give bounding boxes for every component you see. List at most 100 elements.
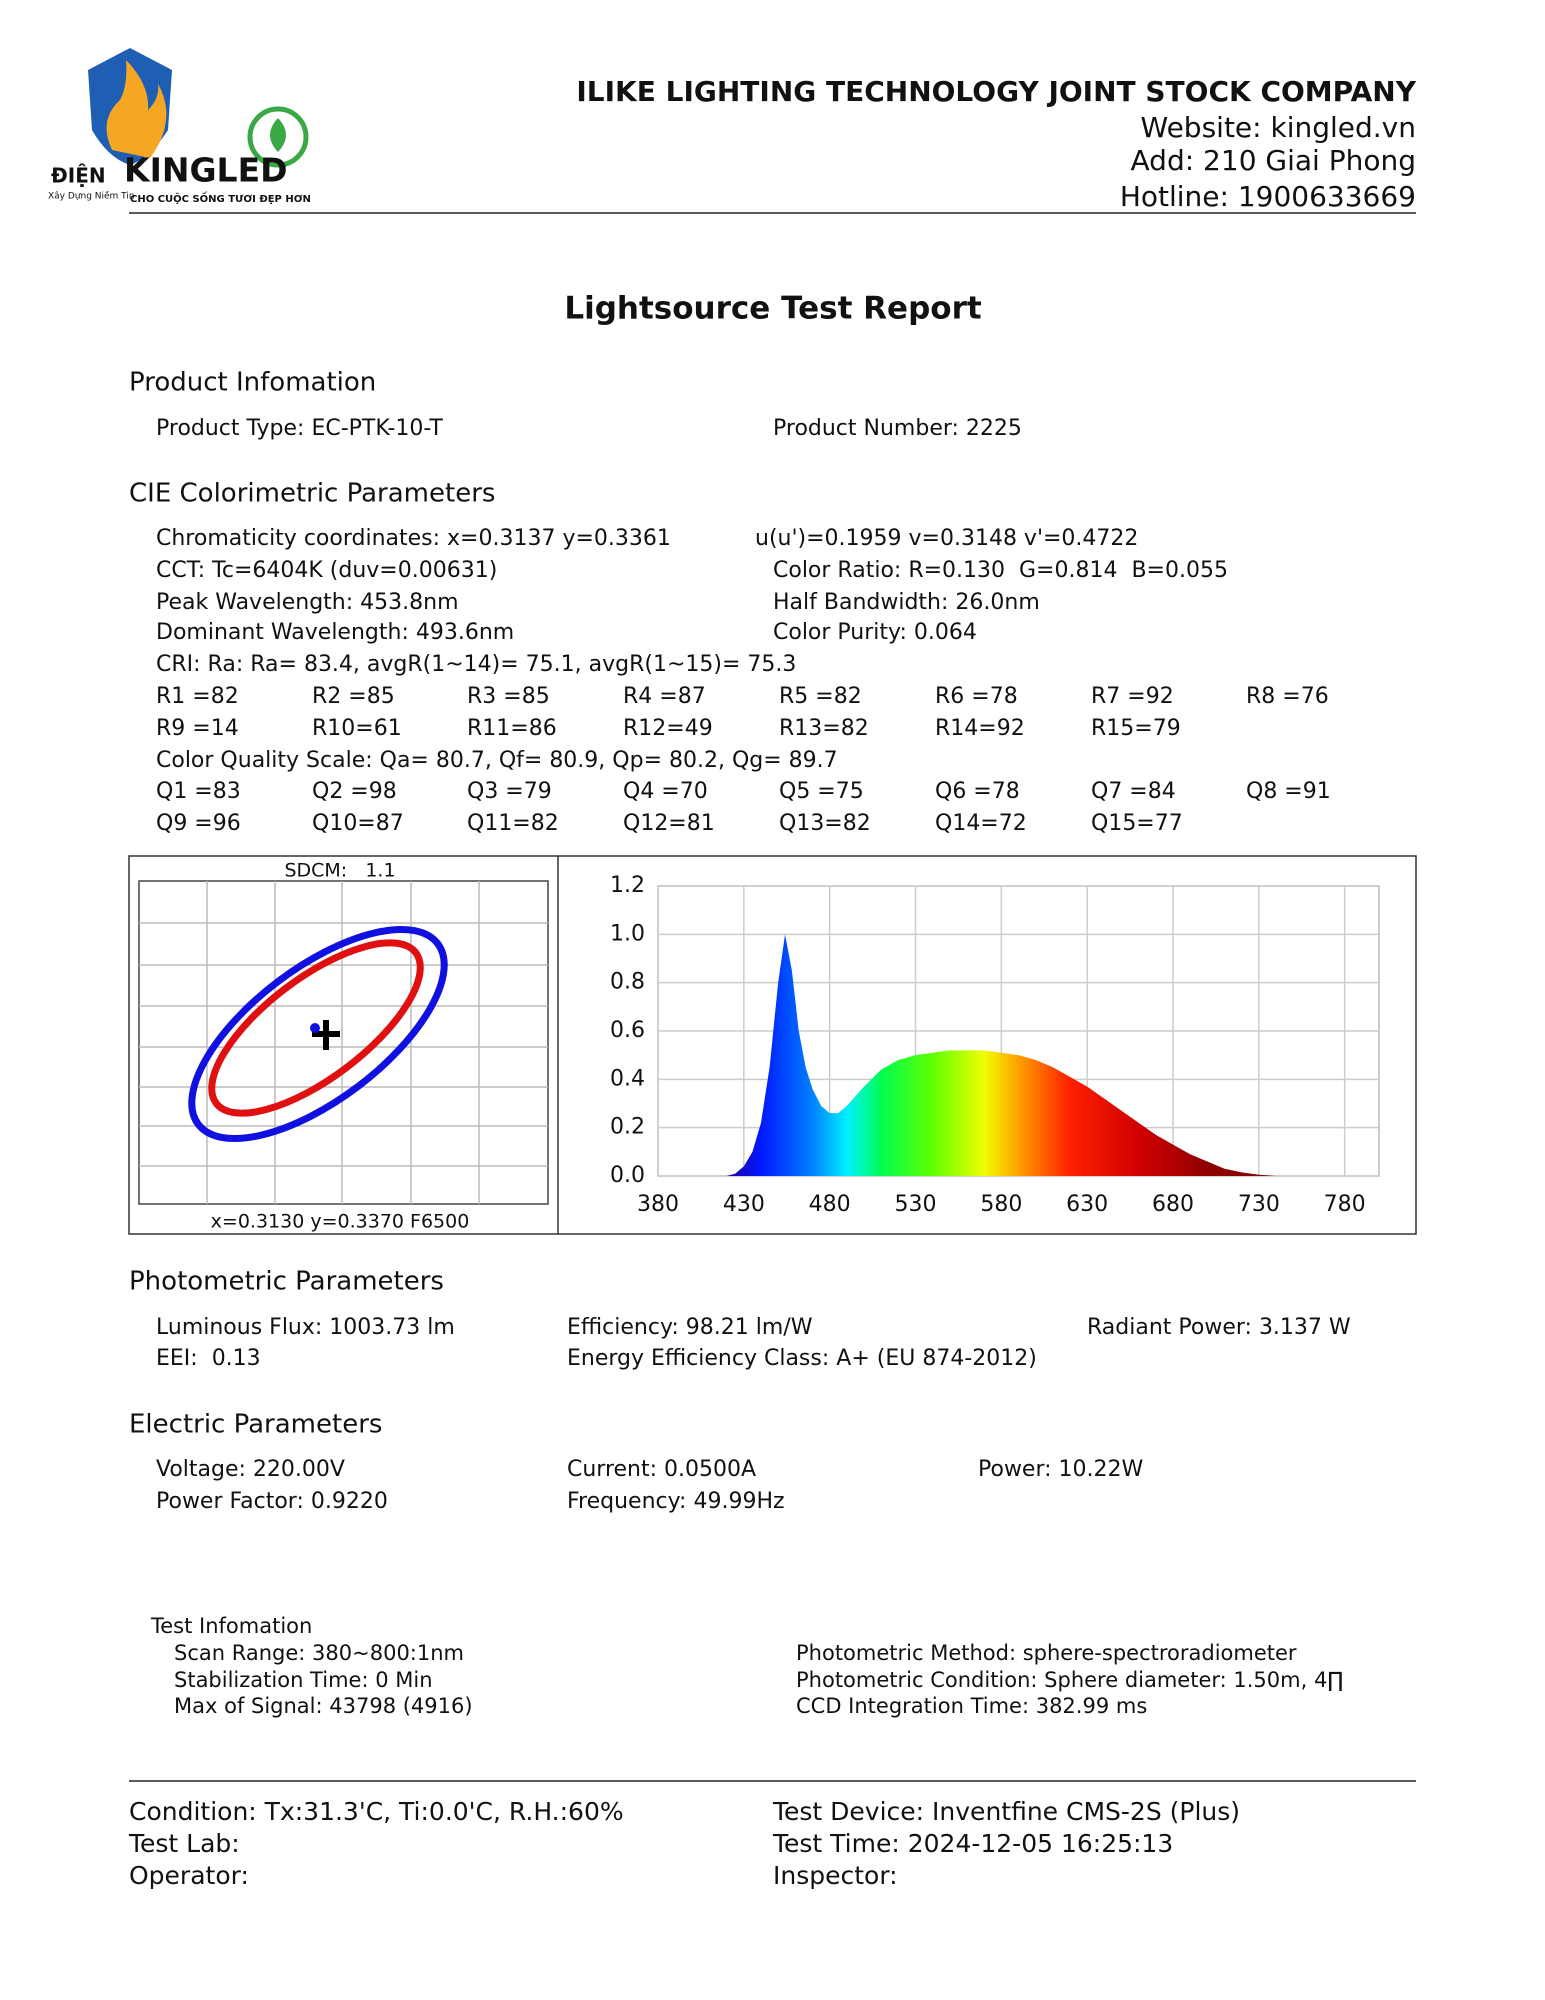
hotline: Hotline: 1900633669 [1120, 180, 1416, 213]
text: Product Number: 2225 [773, 416, 1022, 441]
y-tick-label: 0.2 [610, 1115, 645, 1140]
text: Test Time: 2024-12-05 16:25:13 [772, 1829, 1173, 1858]
x-tick-label: 430 [723, 1192, 765, 1217]
text: Test Lab: [128, 1829, 240, 1858]
logo-brand: KINGLED [124, 151, 288, 190]
cqs-value: Q2 =98 [312, 779, 397, 804]
diagram-label: SDCM: 1.1 [284, 860, 395, 882]
cqs-value: Q15=77 [1091, 811, 1183, 836]
cri-value: R12=49 [623, 716, 713, 741]
text: Frequency: 49.99Hz [567, 1489, 785, 1514]
cri-value: R4 =87 [623, 684, 706, 709]
cri-value: R3 =85 [467, 684, 550, 709]
cqs-value: Q12=81 [623, 811, 715, 836]
text: Test Device: Inventfine CMS-2S (Plus) [772, 1797, 1240, 1826]
text: Power: 10.22W [978, 1457, 1144, 1482]
text: u(u')=0.1959 v=0.3148 v'=0.4722 [755, 526, 1138, 551]
y-tick-label: 1.0 [610, 921, 645, 946]
logo-text: ĐIỆN [51, 164, 106, 188]
text: CCT: Tc=6404K (duv=0.00631) [156, 558, 497, 583]
x-tick-label: 480 [809, 1192, 851, 1217]
cqs-value: Q6 =78 [935, 779, 1020, 804]
cri-value: R11=86 [467, 716, 557, 741]
text: Scan Range: 380~800:1nm [174, 1641, 464, 1665]
text: Peak Wavelength: 453.8nm [156, 590, 459, 615]
cqs-value: Q13=82 [779, 811, 871, 836]
x-tick-label: 580 [980, 1192, 1022, 1217]
text: Dominant Wavelength: 493.6nm [156, 620, 514, 645]
cqs-value: Q9 =96 [156, 811, 241, 836]
company-name: ILIKE LIGHTING TECHNOLOGY JOINT STOCK CO… [576, 75, 1416, 108]
y-tick-label: 0.0 [610, 1163, 645, 1188]
text: Current: 0.0500A [567, 1457, 756, 1482]
text: Operator: [129, 1861, 249, 1890]
text: Color Ratio: R=0.130 G=0.814 B=0.055 [773, 558, 1228, 583]
text: Chromaticity coordinates: x=0.3137 y=0.3… [156, 526, 671, 551]
text: Max of Signal: 43798 (4916) [174, 1694, 473, 1718]
x-tick-label: 730 [1238, 1192, 1280, 1217]
section-heading: CIE Colorimetric Parameters [129, 479, 495, 509]
text: Photometric Method: sphere-spectroradiom… [796, 1641, 1297, 1665]
y-tick-label: 0.6 [610, 1018, 645, 1043]
x-tick-label: 780 [1324, 1192, 1366, 1217]
x-tick-label: 680 [1152, 1192, 1194, 1217]
logo-tagline: CHO CUỘC SỐNG TƯƠI ĐẸP HƠN [130, 190, 311, 205]
cqs-value: Q8 =91 [1246, 779, 1331, 804]
website: Website: kingled.vn [1141, 111, 1416, 144]
y-tick-label: 1.2 [610, 873, 645, 898]
cri-value: R15=79 [1091, 716, 1181, 741]
diagram-label: x=0.3130 y=0.3370 F6500 [211, 1211, 470, 1233]
text: Photometric Condition: Sphere diameter: … [796, 1668, 1343, 1692]
logo: ĐIỆN KINGLED Xây Dựng Niềm Tin CHO CUỘC … [48, 48, 311, 205]
cri-value: R1 =82 [156, 684, 239, 709]
x-tick-label: 380 [637, 1192, 679, 1217]
report-title: Lightsource Test Report [564, 291, 982, 327]
spectrum-area [726, 934, 1276, 1176]
cri-value: R9 =14 [156, 716, 239, 741]
address: Add: 210 Giai Phong [1131, 144, 1416, 177]
section-heading: Product Infomation [129, 368, 376, 398]
cri-value: R13=82 [779, 716, 869, 741]
chart-frame [128, 855, 1417, 1235]
cqs-value: Q4 =70 [623, 779, 708, 804]
chromaticity-diagram [138, 880, 549, 1205]
cri-value: R7 =92 [1091, 684, 1174, 709]
y-tick-label: 0.8 [610, 970, 645, 995]
cri-value: R8 =76 [1246, 684, 1329, 709]
cri-value: R5 =82 [779, 684, 862, 709]
text: Half Bandwidth: 26.0nm [773, 590, 1040, 615]
text: Radiant Power: 3.137 W [1087, 1315, 1351, 1340]
cqs-value: Q1 =83 [156, 779, 241, 804]
cqs-value: Q5 =75 [779, 779, 864, 804]
cri-value: R14=92 [935, 716, 1025, 741]
text: Inspector: [773, 1861, 898, 1890]
cqs-value: Q14=72 [935, 811, 1027, 836]
x-tick-label: 630 [1066, 1192, 1108, 1217]
text: Product Type: EC-PTK-10-T [156, 416, 443, 441]
text: Voltage: 220.00V [156, 1457, 345, 1482]
text: Energy Efficiency Class: A+ (EU 874-2012… [567, 1346, 1037, 1371]
text: Color Purity: 0.064 [773, 620, 977, 645]
text: Luminous Flux: 1003.73 lm [156, 1315, 455, 1340]
cqs-value: Q7 =84 [1091, 779, 1176, 804]
text: Color Quality Scale: Qa= 80.7, Qf= 80.9,… [156, 748, 838, 773]
cri-value: R10=61 [312, 716, 402, 741]
cri-value: R6 =78 [935, 684, 1018, 709]
text: Stabilization Time: 0 Min [174, 1668, 433, 1692]
section-heading: Electric Parameters [129, 1410, 382, 1440]
text: Power Factor: 0.9220 [156, 1489, 388, 1514]
cri-value: R2 =85 [312, 684, 395, 709]
cqs-value: Q11=82 [467, 811, 559, 836]
text: CRI: Ra: Ra= 83.4, avgR(1~14)= 75.1, avg… [156, 652, 796, 677]
y-tick-label: 0.4 [610, 1066, 645, 1091]
text: EEI: 0.13 [156, 1346, 261, 1371]
x-tick-label: 530 [895, 1192, 937, 1217]
text: Efficiency: 98.21 lm/W [567, 1315, 813, 1340]
logo-slogan: Xây Dựng Niềm Tin [48, 191, 135, 202]
cqs-value: Q10=87 [312, 811, 404, 836]
text: Condition: Tx:31.3'C, Ti:0.0'C, R.H.:60% [129, 1797, 624, 1826]
text: Test Infomation [150, 1614, 312, 1638]
text: CCD Integration Time: 382.99 ms [796, 1694, 1147, 1718]
